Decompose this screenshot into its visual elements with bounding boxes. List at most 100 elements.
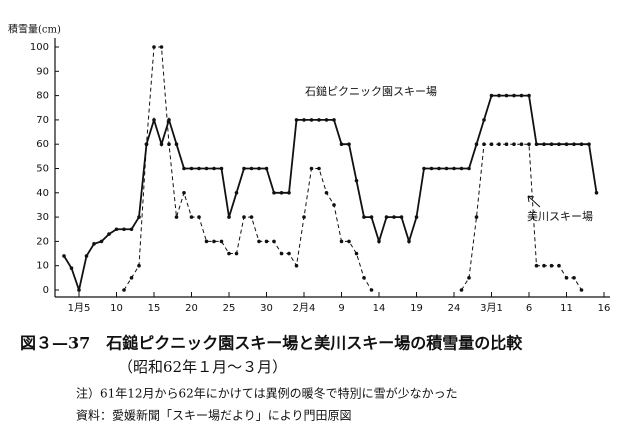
data-point	[392, 215, 396, 219]
data-point	[227, 251, 231, 256]
y-tick-label: 30	[36, 212, 49, 223]
series-label: 美川スキー場	[527, 210, 593, 223]
data-point	[399, 215, 404, 219]
data-point	[407, 239, 411, 244]
data-point	[279, 251, 284, 256]
data-point	[459, 166, 464, 171]
data-point	[429, 166, 434, 171]
x-tick-label: 24	[448, 303, 461, 314]
data-point	[257, 166, 261, 171]
data-point	[362, 276, 366, 280]
data-point	[204, 166, 209, 171]
data-point	[159, 142, 164, 146]
data-point	[519, 142, 524, 146]
data-point	[527, 142, 531, 146]
data-point	[512, 93, 516, 98]
x-tick-label: 9	[338, 303, 344, 314]
data-point	[287, 251, 291, 256]
data-point	[474, 142, 479, 146]
data-point	[369, 215, 374, 219]
data-point	[317, 118, 321, 122]
data-point	[489, 142, 494, 146]
data-point	[324, 191, 329, 195]
data-point	[152, 45, 156, 49]
data-point	[92, 242, 96, 246]
data-point	[579, 288, 584, 292]
data-point	[62, 254, 66, 258]
data-point	[107, 232, 111, 236]
x-tick-label: 1月5	[68, 302, 91, 314]
data-point	[234, 191, 239, 195]
data-point	[594, 191, 599, 195]
data-point	[504, 93, 509, 98]
data-point	[212, 166, 216, 171]
data-point	[347, 142, 351, 146]
data-point	[339, 239, 344, 244]
data-point	[272, 191, 276, 195]
x-tick-label: 20	[185, 303, 198, 314]
y-tick-label: 60	[36, 139, 49, 150]
y-tick-label: 50	[36, 164, 49, 175]
data-point	[227, 215, 231, 219]
data-point	[122, 288, 126, 292]
data-point	[137, 215, 141, 219]
data-point	[242, 166, 246, 171]
data-point	[182, 191, 186, 195]
data-point	[549, 142, 554, 146]
data-point	[557, 142, 561, 146]
data-point	[564, 276, 569, 280]
y-tick-label: 80	[36, 91, 49, 102]
x-tick-label: 10	[110, 303, 123, 314]
data-point	[369, 288, 374, 292]
data-point	[467, 166, 471, 171]
data-point	[572, 142, 576, 146]
data-point	[579, 142, 584, 146]
data-point	[287, 191, 291, 195]
data-point	[452, 166, 456, 171]
data-point	[122, 227, 126, 232]
data-point	[272, 239, 276, 244]
data-point	[489, 93, 494, 98]
note: 注）61年12月から62年にかけては異例の暖冬で特別に雪が少なかった	[76, 386, 458, 401]
x-tick-label: 16	[598, 303, 611, 314]
data-point	[189, 166, 194, 171]
data-point	[377, 239, 381, 244]
caption: 図３—37 石鎚ピクニック園スキー場と美川スキー場の積雪量の比較	[20, 334, 523, 353]
data-point	[534, 142, 539, 146]
data-point	[212, 239, 216, 244]
data-point	[542, 263, 546, 268]
data-point	[174, 215, 179, 219]
data-point	[279, 191, 284, 195]
data-point	[99, 239, 104, 244]
data-point	[137, 263, 141, 268]
data-point	[182, 166, 186, 171]
y-tick-label: 20	[36, 236, 49, 247]
subcaption: （昭和62年１月～３月）	[118, 358, 287, 376]
data-point	[219, 239, 224, 244]
y-tick-label: 40	[36, 188, 49, 199]
data-point	[444, 166, 449, 171]
x-tick-label: 11	[560, 303, 573, 314]
data-point	[219, 166, 224, 171]
data-point	[467, 276, 471, 280]
data-point	[309, 166, 314, 171]
data-point	[242, 215, 246, 219]
data-point	[504, 142, 509, 146]
data-point	[84, 254, 89, 258]
x-tick-label: 15	[148, 303, 161, 314]
data-point	[354, 178, 359, 183]
data-point	[129, 227, 134, 232]
x-tick-label: 25	[223, 303, 236, 314]
y-tick-label: 90	[36, 66, 49, 77]
data-point	[549, 263, 554, 268]
data-point	[152, 118, 156, 122]
data-point	[234, 251, 239, 256]
data-point	[512, 142, 516, 146]
data-point	[527, 93, 531, 98]
data-point	[114, 227, 119, 232]
data-point	[204, 239, 209, 244]
data-point	[264, 239, 269, 244]
data-point	[414, 215, 419, 219]
data-point	[384, 215, 389, 219]
